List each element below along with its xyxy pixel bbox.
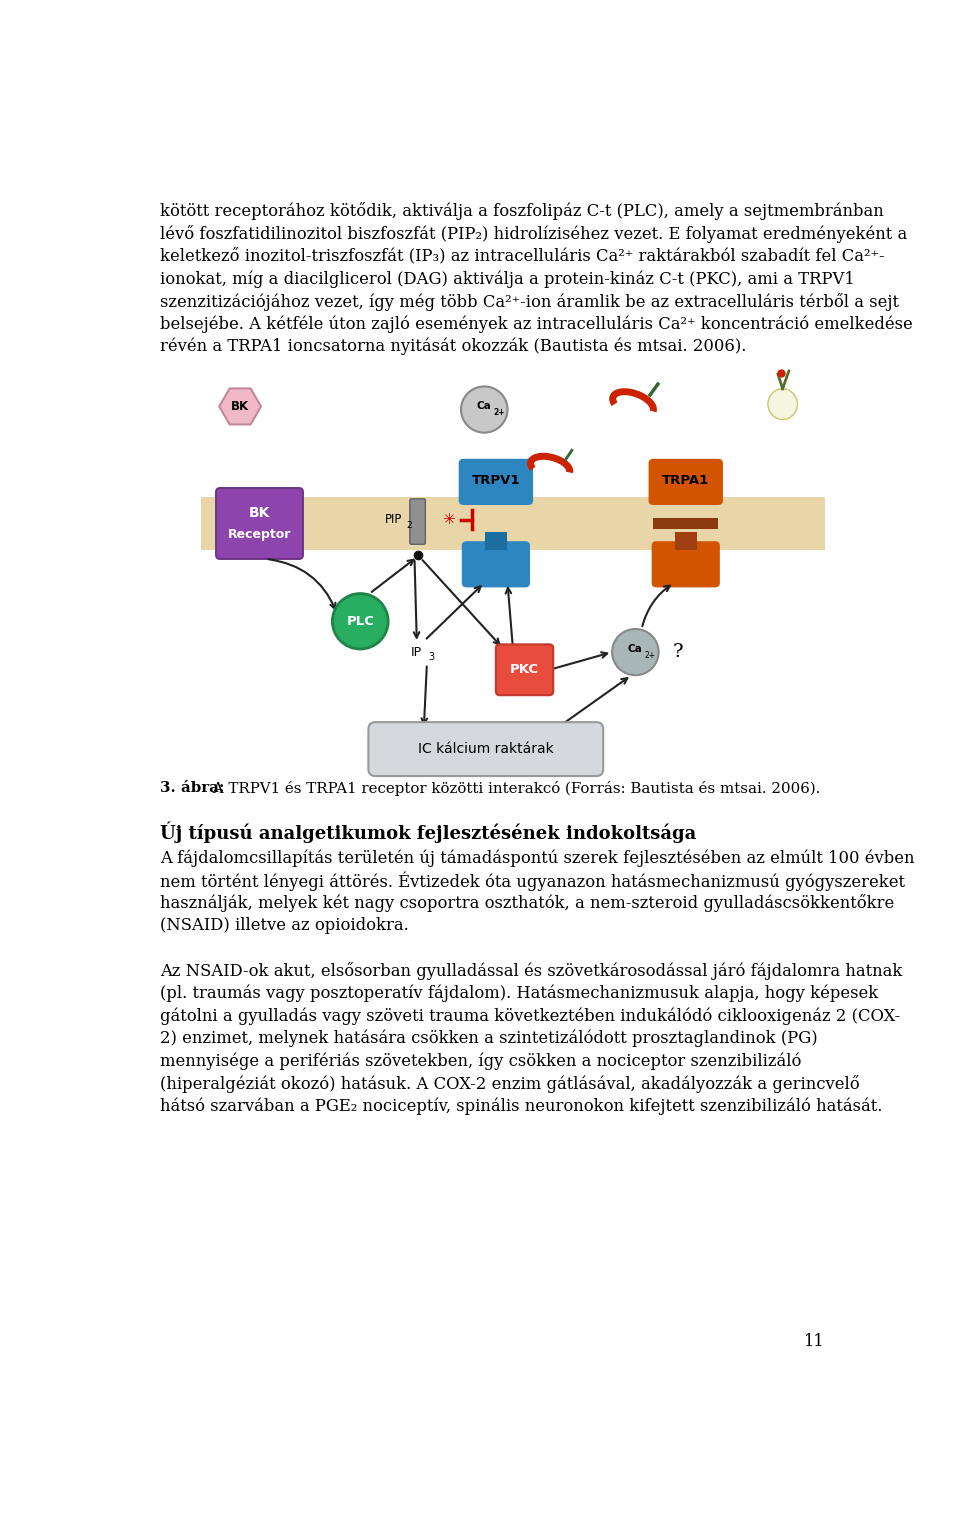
Text: BK: BK	[249, 506, 270, 519]
Text: (NSAID) illetve az opioidokra.: (NSAID) illetve az opioidokra.	[160, 916, 409, 935]
Text: BK: BK	[231, 400, 250, 414]
Circle shape	[461, 386, 508, 432]
FancyBboxPatch shape	[410, 499, 425, 544]
Text: ?: ?	[673, 643, 684, 662]
Text: IC kálcium raktárak: IC kálcium raktárak	[418, 741, 554, 757]
FancyBboxPatch shape	[675, 532, 697, 550]
Text: (pl. traumás vagy posztoperatív fájdalom). Hatásmechanizmusuk alapja, hogy képes: (pl. traumás vagy posztoperatív fájdalom…	[160, 985, 878, 1002]
Text: nem történt lényegi áttörés. Évtizedek óta ugyanazon hatásmechanizmusú gyógyszer: nem történt lényegi áttörés. Évtizedek ó…	[160, 872, 905, 892]
Text: Ca: Ca	[628, 643, 643, 654]
Text: TRPV1: TRPV1	[471, 475, 520, 487]
Text: 2: 2	[407, 521, 413, 530]
Text: (hiperalgéziát okozó) hatásuk. A COX-2 enzim gátlásával, akadályozzák a gerincve: (hiperalgéziát okozó) hatásuk. A COX-2 e…	[160, 1075, 860, 1092]
FancyBboxPatch shape	[649, 458, 723, 506]
Text: A TRPV1 és TRPA1 receptor közötti interakcó (Forrás: Bautista és mtsai. 2006).: A TRPV1 és TRPA1 receptor közötti intera…	[208, 781, 821, 797]
FancyBboxPatch shape	[462, 541, 530, 587]
Ellipse shape	[768, 389, 798, 420]
Text: ✳: ✳	[443, 512, 455, 527]
Text: 2+: 2+	[645, 651, 656, 660]
Text: 2) enzimet, melynek hatására csökken a szintetizálódott prosztaglandinok (PG): 2) enzimet, melynek hatására csökken a s…	[160, 1030, 818, 1048]
Text: hátsó szarvában a PGE₂ nociceptív, spinális neuronokon kifejtett szenzibilizáló : hátsó szarvában a PGE₂ nociceptív, spiná…	[160, 1097, 882, 1115]
Text: Az NSAID-ok akut, elsősorban gyulladással és szövetkárosodással járó fájdalomra : Az NSAID-ok akut, elsősorban gyulladássa…	[160, 962, 902, 980]
Text: kötött receptorához kötődik, aktiválja a foszfolipáz C-t (PLC), amely a sejtmemb: kötött receptorához kötődik, aktiválja a…	[160, 202, 884, 221]
Text: lévő foszfatidilinozitol biszfoszfát (PIP₂) hidrolíziséhez vezet. E folyamat ere: lévő foszfatidilinozitol biszfoszfát (PI…	[160, 225, 907, 244]
Text: ionokat, míg a diacilglicerol (DAG) aktiválja a protein-kináz C-t (PKC), ami a T: ionokat, míg a diacilglicerol (DAG) akti…	[160, 270, 855, 288]
Text: IP: IP	[411, 645, 422, 659]
Text: gátolni a gyulladás vagy szöveti trauma következtében indukálódó ciklooxigenáz 2: gátolni a gyulladás vagy szöveti trauma …	[160, 1007, 900, 1025]
FancyBboxPatch shape	[653, 518, 718, 529]
Text: PKC: PKC	[510, 663, 540, 676]
Text: 3. ábra:: 3. ábra:	[160, 781, 225, 795]
FancyBboxPatch shape	[485, 532, 507, 550]
Text: PIP: PIP	[385, 513, 402, 525]
Text: 3: 3	[428, 653, 435, 662]
FancyBboxPatch shape	[652, 541, 720, 587]
Text: A fájdalomcsillapítás területén új támadáspontú szerek fejlesztésében az elmúlt : A fájdalomcsillapítás területén új támad…	[160, 849, 915, 867]
Text: Receptor: Receptor	[228, 527, 291, 541]
Text: szenzitizációjához vezet, így még több Ca²⁺-ion áramlik be az extracelluláris té: szenzitizációjához vezet, így még több C…	[160, 293, 900, 311]
FancyBboxPatch shape	[202, 496, 826, 550]
Text: belsejébe. A kétféle úton zajló események az intracelluláris Ca²⁺ koncentráció e: belsejébe. A kétféle úton zajló eseménye…	[160, 316, 913, 332]
Text: 11: 11	[803, 1333, 824, 1350]
Text: Ca: Ca	[477, 401, 492, 412]
Text: Új típusú analgetikumok fejlesztésének indokoltsága: Új típusú analgetikumok fejlesztésének i…	[160, 821, 697, 843]
Circle shape	[612, 630, 659, 676]
Text: PLC: PLC	[347, 614, 374, 628]
Text: TRPA1: TRPA1	[662, 475, 709, 487]
Text: 2+: 2+	[493, 408, 505, 417]
Text: használják, melyek két nagy csoportra oszthatók, a nem-szteroid gyulladáscsökken: használják, melyek két nagy csoportra os…	[160, 895, 895, 913]
Text: keletkező inozitol-triszfoszfát (IP₃) az intracelluláris Ca²⁺ raktárakból szabad: keletkező inozitol-triszfoszfát (IP₃) az…	[160, 248, 885, 265]
Text: révén a TRPA1 ioncsatorna nyitását okozzák (Bautista és mtsai. 2006).: révén a TRPA1 ioncsatorna nyitását okozz…	[160, 337, 747, 355]
FancyBboxPatch shape	[459, 458, 533, 506]
FancyBboxPatch shape	[216, 489, 303, 559]
FancyBboxPatch shape	[369, 722, 603, 777]
Text: mennyisége a perifériás szövetekben, így csökken a nociceptor szenzibilizáló: mennyisége a perifériás szövetekben, így…	[160, 1052, 802, 1069]
FancyBboxPatch shape	[496, 645, 553, 696]
Circle shape	[332, 593, 388, 650]
